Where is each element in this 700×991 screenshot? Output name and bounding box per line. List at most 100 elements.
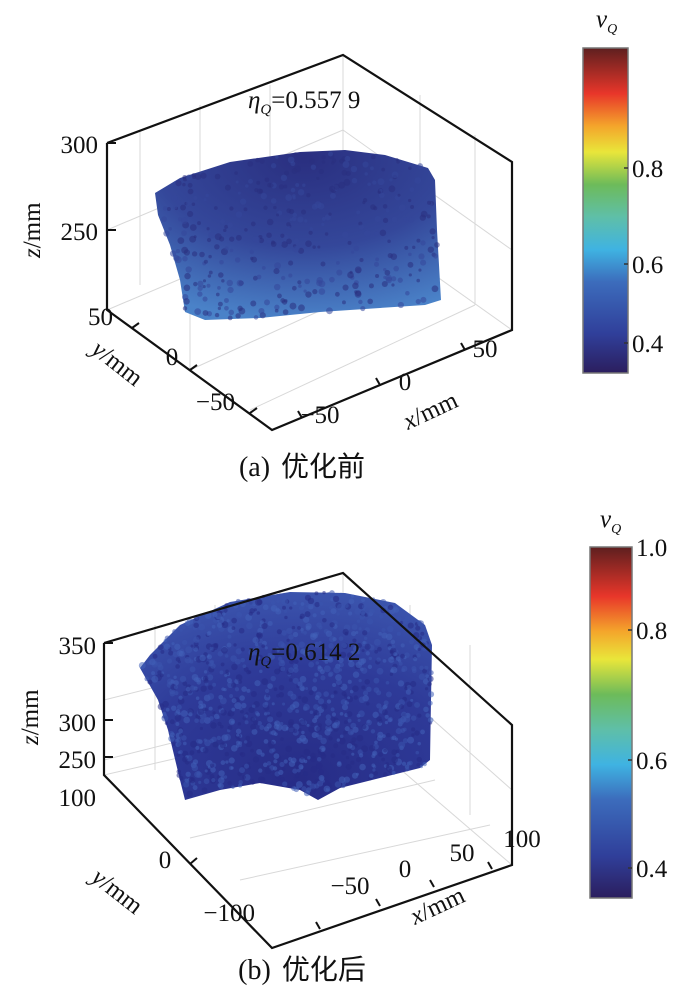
surface-point (341, 780, 346, 786)
surface-point (240, 752, 246, 758)
surface-point (184, 620, 191, 626)
surface-point (238, 783, 243, 788)
surface-point (173, 685, 178, 690)
surface-point (199, 251, 205, 258)
surface-point (298, 641, 305, 648)
surface-point (182, 256, 188, 262)
surface-point (321, 648, 327, 654)
surface-point (408, 198, 412, 203)
surface-point (417, 163, 424, 170)
surface-point (354, 608, 362, 615)
surface-point (434, 242, 440, 248)
surface-point (220, 662, 225, 667)
surface-point (273, 753, 280, 760)
surface-point (250, 716, 256, 722)
surface-point (376, 703, 382, 709)
surface-point (264, 767, 272, 775)
surface-point (254, 652, 259, 656)
surface-point (301, 730, 305, 735)
surface-point (407, 622, 414, 629)
surface-point (200, 172, 207, 179)
surface-point (173, 675, 177, 679)
surface-point (397, 680, 405, 687)
surface-point (337, 603, 344, 611)
surface-point (244, 184, 249, 188)
surface-point (175, 248, 181, 254)
surface-point (259, 158, 265, 164)
surface-point (270, 198, 277, 204)
surface-point (248, 649, 256, 656)
surface-point (213, 642, 219, 648)
surface-point (343, 730, 347, 735)
surface-point (282, 702, 286, 706)
surface-point (243, 740, 248, 744)
surface-point (182, 306, 188, 311)
surface-point (168, 226, 172, 231)
surface-point (381, 280, 388, 288)
z-tick: 300 (61, 132, 99, 159)
surface-point (310, 164, 317, 170)
surface-point (288, 756, 293, 762)
surface-point (303, 289, 307, 293)
surface-point (266, 761, 272, 766)
surface-point (415, 750, 420, 755)
surface-point (271, 702, 275, 706)
surface-point (157, 670, 162, 675)
surface-point (235, 728, 242, 735)
surface-point (427, 681, 432, 687)
eta-annotation: ηQ=0.557 9 (248, 87, 360, 118)
surface-point (270, 163, 277, 169)
surface-point (376, 667, 384, 675)
x-tick: 50 (450, 840, 475, 867)
surface-point (193, 281, 198, 287)
surface-point (179, 628, 183, 632)
surface-point (256, 656, 261, 660)
surface-point (178, 728, 184, 734)
surface-point (152, 653, 158, 659)
surface-point (339, 158, 344, 164)
surface-point (369, 608, 375, 614)
surface-point (198, 700, 203, 706)
surface-point (307, 755, 311, 760)
surface-point (179, 675, 187, 683)
surface-point (410, 680, 417, 688)
surface-point (330, 694, 335, 699)
surface-point (366, 702, 370, 706)
surface-point (313, 641, 320, 648)
surface-point (335, 674, 342, 681)
surface-point (385, 208, 390, 213)
surface-point (234, 171, 238, 175)
surface-point (373, 638, 381, 646)
surface-point (309, 710, 314, 714)
surface-point (403, 715, 411, 723)
surface-point (331, 712, 337, 717)
surface-point (264, 177, 270, 183)
surface-point (274, 304, 280, 310)
surface-point (363, 636, 368, 641)
surface-point (202, 747, 209, 754)
surface-point (339, 734, 344, 739)
surface-point (209, 646, 213, 650)
surface-point (338, 636, 344, 641)
surface-point (191, 673, 199, 681)
surface-point (346, 711, 353, 717)
surface-point (231, 720, 235, 724)
surface-point (209, 659, 215, 664)
surface-point (391, 644, 396, 649)
surface-point (191, 202, 196, 206)
surface-point (298, 284, 302, 288)
y-tick: 50 (88, 304, 113, 331)
surface-point (183, 716, 191, 724)
surface-point (288, 273, 293, 278)
x-axis-label: x/mm (405, 882, 469, 931)
surface-point (319, 776, 325, 782)
surface-point (212, 711, 216, 715)
surface-point (301, 737, 309, 745)
surface-point (359, 763, 366, 771)
surface-point (180, 710, 188, 717)
surface-point (400, 653, 405, 659)
surface-point (193, 195, 198, 201)
surface-point (217, 721, 222, 726)
y-axis-label: y/mm (84, 334, 148, 393)
surface-point (286, 652, 292, 658)
